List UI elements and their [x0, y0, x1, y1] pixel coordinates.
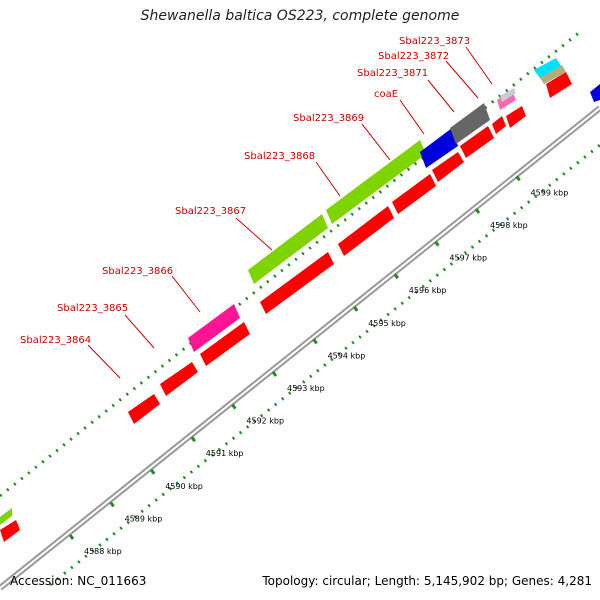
inner-dotted-ring: [49, 143, 600, 587]
gene-bar-3869[interactable]: [420, 128, 458, 168]
map-title: Shewanella baltica OS223, complete genom…: [140, 8, 460, 24]
label-sbal223-3871: Sbal223_3871: [357, 68, 428, 79]
tick-mark: [68, 534, 75, 540]
cds-arrow-7[interactable]: [392, 174, 436, 214]
tick-mark: [231, 403, 237, 410]
tick-mark: [109, 501, 115, 508]
cds-arrow-1[interactable]: [0, 520, 20, 542]
tick-mark: [474, 208, 481, 214]
label-sbal223-3868: Sbal223_3868: [244, 151, 315, 162]
genome-summary: Topology: circular; Length: 5,145,902 bp…: [262, 574, 592, 588]
gene-bar-blue-right[interactable]: [590, 84, 600, 102]
cds-features: [0, 72, 572, 542]
cds-arrow-6[interactable]: [338, 206, 394, 256]
tick-label: 4595 kbp: [368, 319, 406, 328]
gene-bar-3867[interactable]: [248, 214, 328, 284]
tick-label: 4593 kbp: [287, 384, 325, 393]
label-sbal223-3872: Sbal223_3872: [378, 51, 449, 62]
gene-bar-cyan[interactable]: [534, 58, 561, 78]
label-sbal223-3867: Sbal223_3867: [175, 206, 246, 217]
cds-arrow-12[interactable]: [546, 72, 572, 98]
gene-bar-3864[interactable]: [0, 508, 12, 528]
tick-mark: [149, 468, 156, 475]
tick-label: 4592 kbp: [246, 417, 284, 426]
outer-dotted-ring: [0, 30, 581, 498]
gene-bar-3866[interactable]: [188, 304, 240, 352]
label-leaders: [87, 46, 493, 379]
label-sbal223-3864: Sbal223_3864: [20, 335, 91, 346]
gene-bar-3873[interactable]: [500, 88, 516, 102]
tick-mark: [190, 436, 197, 443]
cds-arrow-4[interactable]: [200, 322, 250, 366]
cds-arrow-8[interactable]: [432, 152, 464, 182]
label-coae: coaE: [374, 89, 398, 100]
tick-label: 4591 kbp: [206, 449, 244, 458]
cds-arrow-2[interactable]: [128, 394, 160, 424]
gene-bar-tan[interactable]: [540, 65, 566, 84]
tick-label: 4599 kbp: [531, 188, 569, 197]
tick-label: 4588 kbp: [84, 547, 122, 556]
gene-bar-coaE[interactable]: [450, 103, 490, 144]
cds-arrow-3[interactable]: [160, 362, 198, 396]
tick-label: 4589 kbp: [125, 514, 163, 523]
cds-arrow-11[interactable]: [506, 106, 526, 128]
tick-label: 4594 kbp: [328, 351, 366, 360]
tick-label: 4597 kbp: [449, 254, 487, 263]
cds-arrow-9[interactable]: [460, 126, 494, 158]
gene-labels: Sbal223_3864 Sbal223_3865 Sbal223_3866 S…: [20, 36, 470, 346]
accession-text: Accession: NC_011663: [10, 574, 147, 588]
cds-arrow-5[interactable]: [260, 252, 334, 314]
label-sbal223-3866: Sbal223_3866: [102, 266, 173, 277]
label-sbal223-3873: Sbal223_3873: [399, 36, 470, 47]
label-sbal223-3865: Sbal223_3865: [57, 303, 128, 314]
tick-mark: [434, 240, 440, 247]
tick-label: 4598 kbp: [490, 221, 528, 230]
cds-arrow-10[interactable]: [492, 116, 506, 134]
label-sbal223-3869: Sbal223_3869: [293, 113, 364, 124]
tick-mark: [312, 338, 318, 345]
tick-mark: [393, 273, 399, 280]
tick-label: 4590 kbp: [165, 482, 203, 491]
tick-label: 4596 kbp: [409, 286, 447, 295]
gene-bar-3868[interactable]: [326, 140, 426, 224]
backbone: [0, 105, 600, 591]
tick-mark: [271, 371, 278, 377]
outer-strand-features: [0, 58, 600, 528]
tick-group: 4588 kbp 4589 kbp 4590 kbp 4591 kbp 4592 kbp…: [68, 175, 569, 556]
tick-mark: [353, 305, 359, 312]
tick-mark: [515, 175, 521, 182]
